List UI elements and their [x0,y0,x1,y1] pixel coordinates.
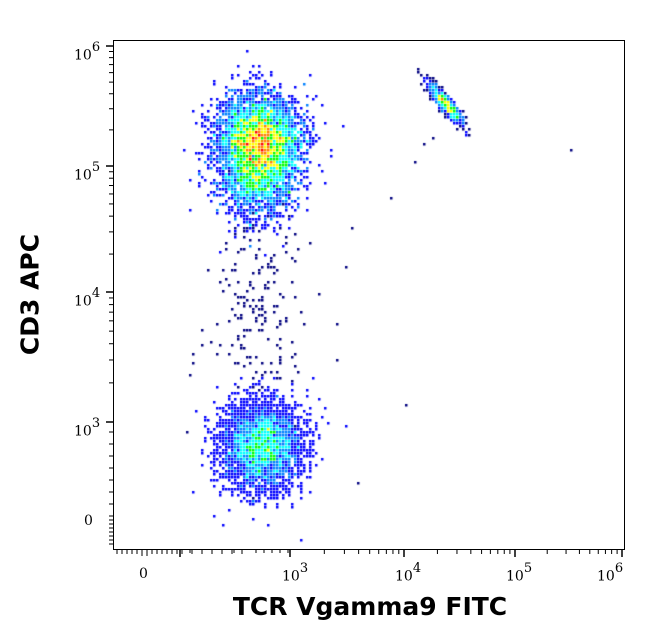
y-tick-label-1e5: 105 [74,160,101,184]
x-tick-label-1e3: 103 [282,561,309,585]
density-dot-cloud [114,41,624,548]
y-tick-label-1e6: 106 [74,40,101,64]
x-axis-title: TCR Vgamma9 FITC [232,592,508,621]
x-tick-label-1e6: 106 [597,561,624,585]
y-tick-label-1e3: 103 [74,416,101,440]
y-tick-label-1e4: 104 [74,286,101,310]
plot-area [113,40,625,550]
y-tick-label-0: 0 [84,513,93,529]
x-tick-label-1e4: 104 [395,561,422,585]
y-axis-title: CD3 APC [15,233,45,356]
x-tick-label-1e5: 105 [506,561,533,585]
x-tick-label-0: 0 [139,566,148,582]
